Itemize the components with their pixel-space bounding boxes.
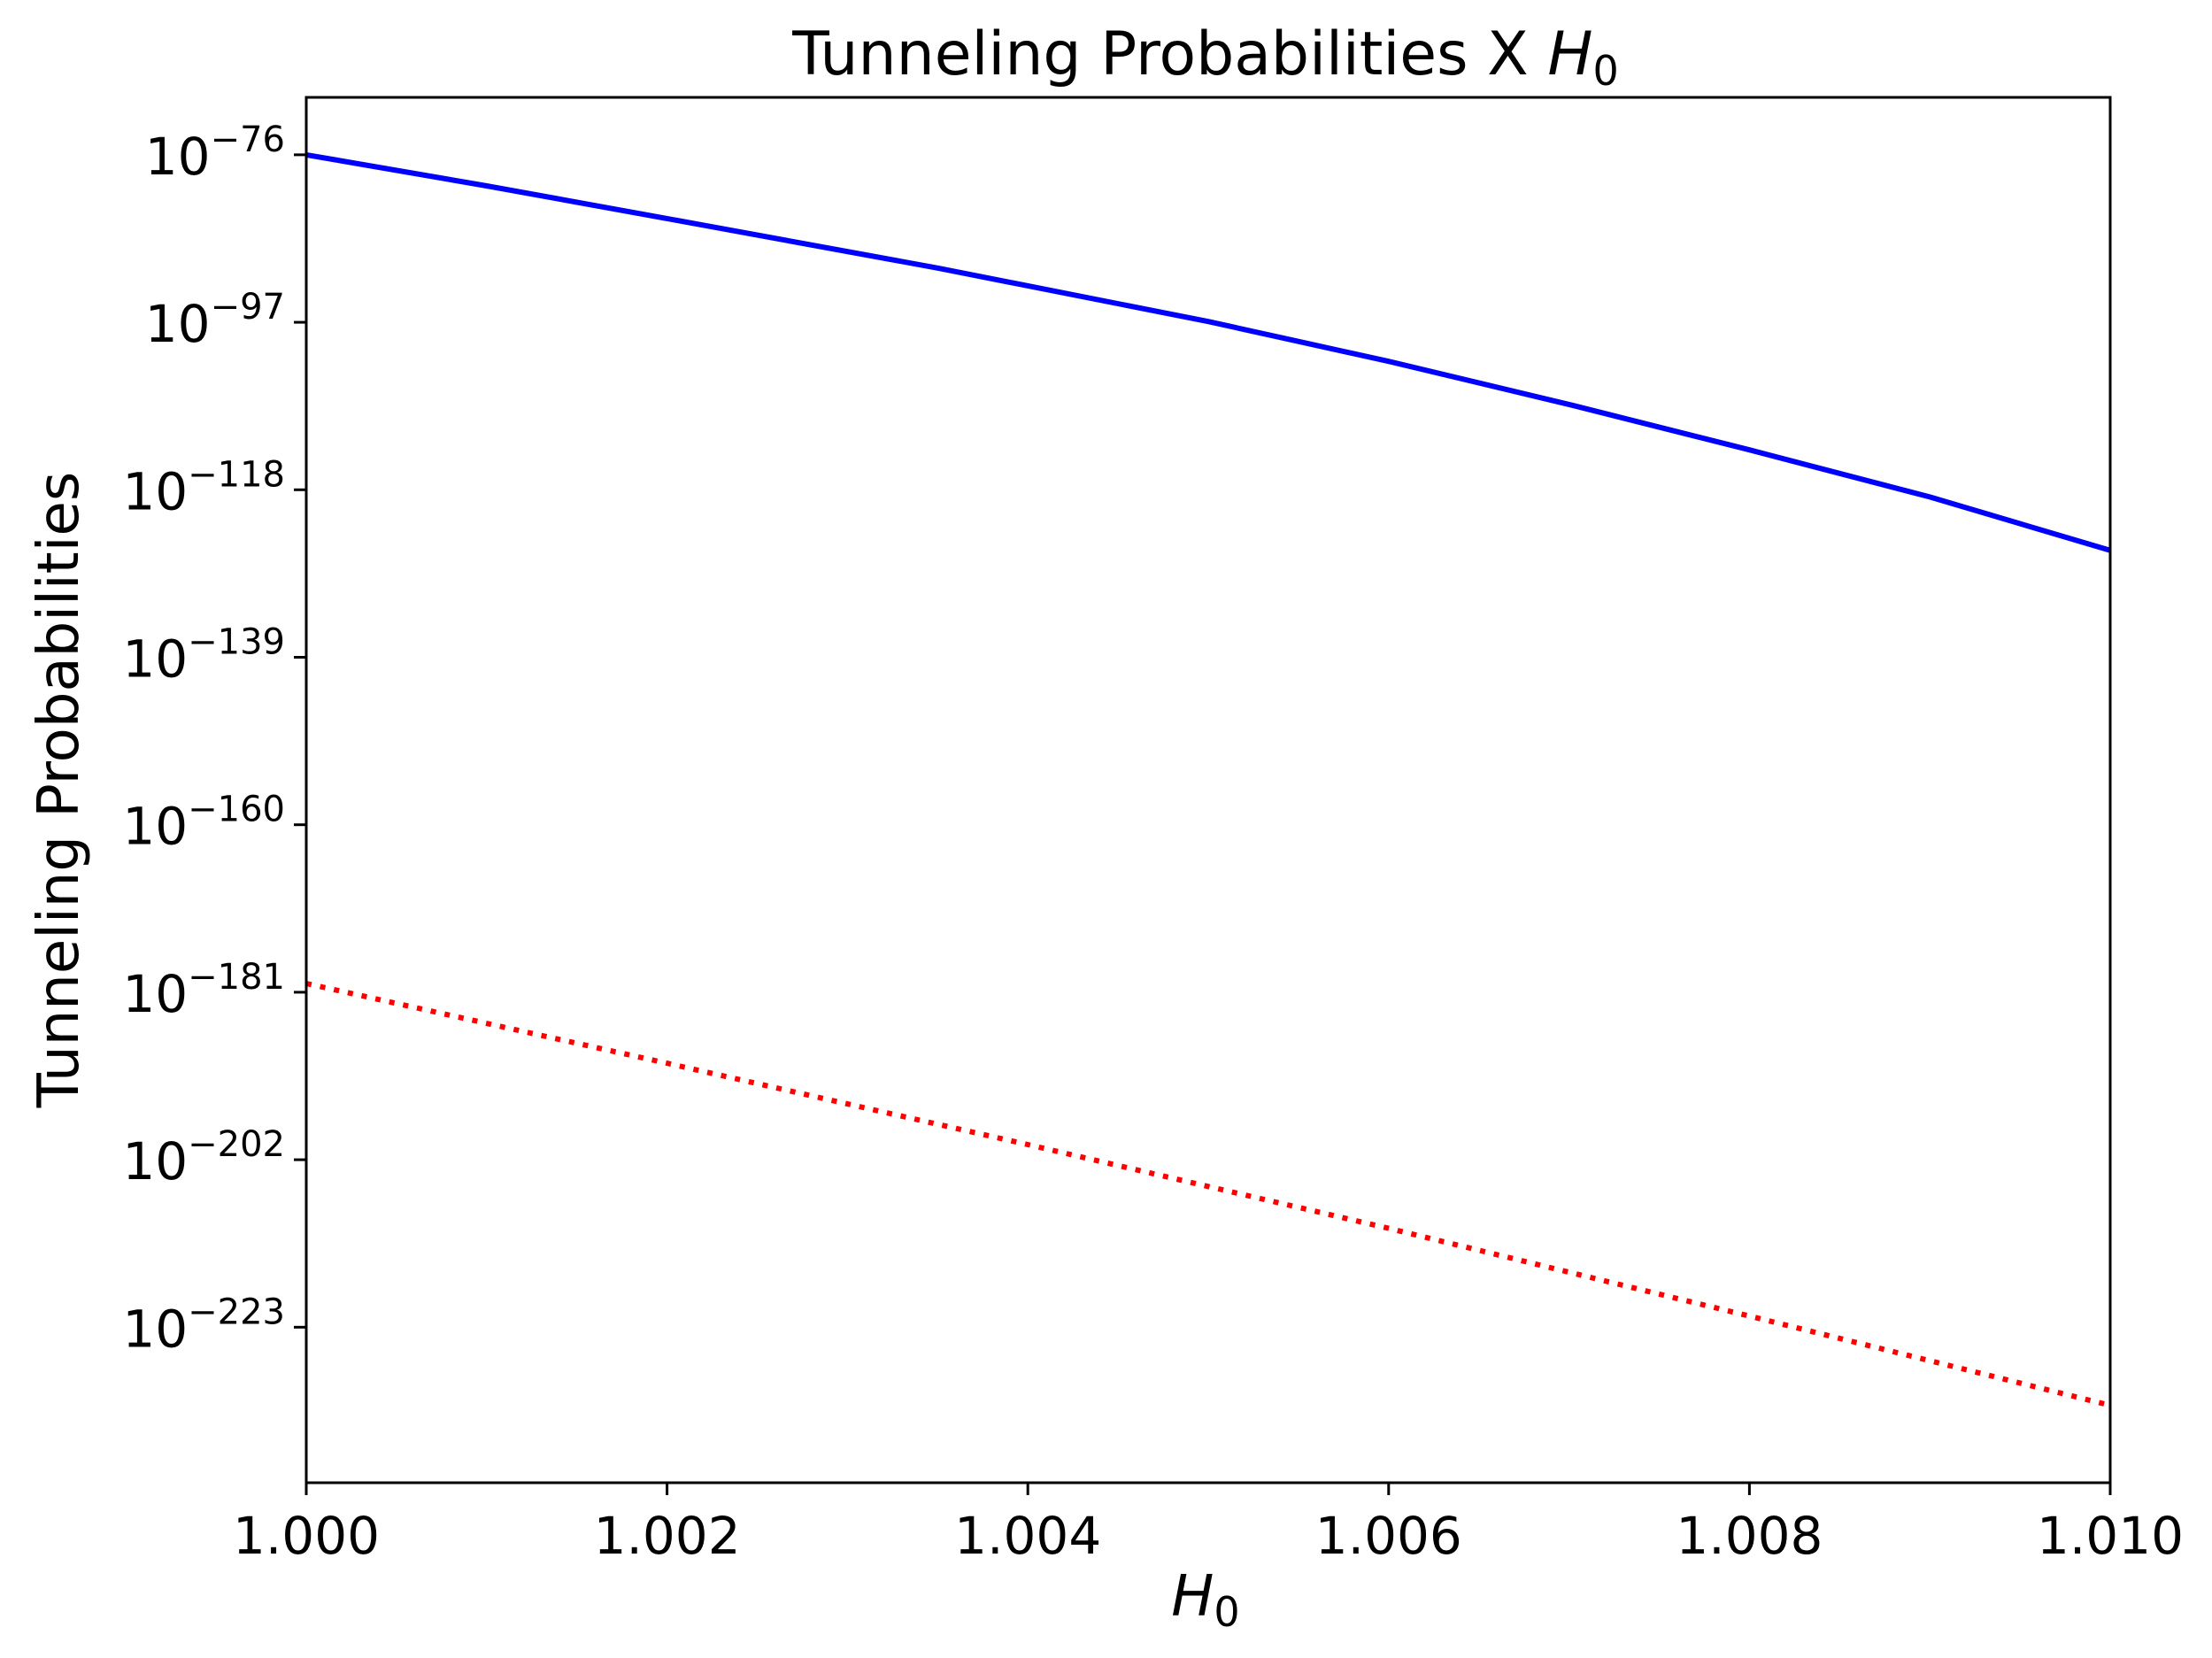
x-axis: 1.000 1.002 1.004 1.006 1.008 1.010 bbox=[233, 1483, 2184, 1566]
y-tick-label: 10−223 bbox=[122, 1292, 285, 1359]
chart-title: Tunneling Probabilities X H0 bbox=[791, 19, 1619, 95]
x-tick-label: 1.006 bbox=[1315, 1506, 1462, 1566]
y-axis: 10−76 10−97 10−118 10−139 10−160 10−181 10−202… bbox=[122, 120, 306, 1359]
y-tick-label: 10−139 bbox=[122, 621, 285, 689]
series-layer bbox=[305, 151, 2111, 1408]
series-line-2 bbox=[305, 981, 2111, 1408]
y-tick-label: 10−76 bbox=[145, 120, 285, 187]
y-axis-label: Tunneling Probabilities bbox=[27, 472, 92, 1108]
plot-frame bbox=[304, 96, 2112, 1484]
x-tick-label: 1.000 bbox=[233, 1506, 380, 1566]
x-tick-label: 1.002 bbox=[594, 1506, 741, 1566]
x-tick-label: 1.010 bbox=[2037, 1506, 2184, 1566]
x-axis-label: H0 bbox=[1171, 1564, 1239, 1636]
x-tick-label: 1.004 bbox=[954, 1506, 1101, 1566]
y-tick-label: 10−97 bbox=[145, 287, 285, 354]
y-tick-label: 10−160 bbox=[122, 790, 285, 857]
series-line-1 bbox=[305, 151, 2111, 553]
y-tick-label: 10−181 bbox=[122, 957, 285, 1024]
x-tick-label: 1.008 bbox=[1676, 1506, 1823, 1566]
y-tick-label: 10−118 bbox=[122, 454, 285, 521]
y-tick-label: 10−202 bbox=[122, 1124, 285, 1191]
